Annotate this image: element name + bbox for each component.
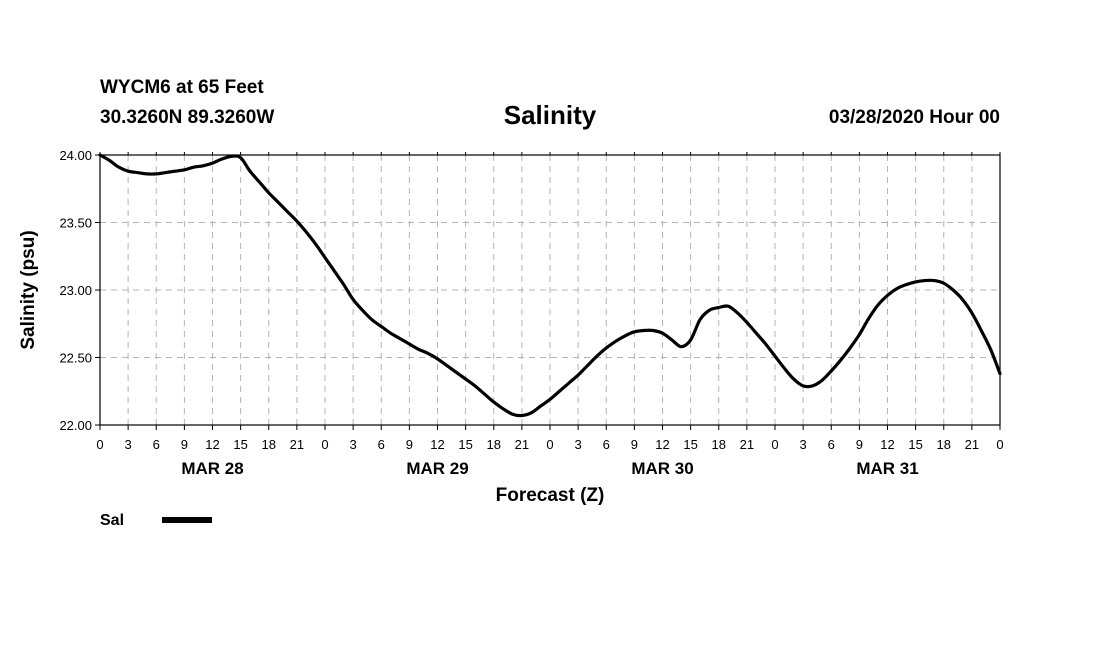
y-tick-label: 22.50 [59,351,92,366]
x-tick-label: 18 [487,437,501,452]
station-coords: 30.3260N 89.3260W [100,107,275,128]
x-tick-label: 0 [996,437,1003,452]
y-tick-label: 22.00 [59,418,92,433]
day-label: MAR 31 [856,459,918,478]
x-tick-label: 12 [655,437,669,452]
x-tick-label: 12 [880,437,894,452]
legend-label: Sal [100,512,124,529]
day-label: MAR 30 [631,459,693,478]
y-tick-label: 23.00 [59,283,92,298]
chart-title: Salinity [503,100,597,130]
x-tick-label: 0 [321,437,328,452]
x-tick-label: 9 [856,437,863,452]
x-tick-label: 21 [740,437,754,452]
y-tick-label: 24.00 [59,148,92,163]
x-tick-label: 9 [631,437,638,452]
x-axis-title: Forecast (Z) [496,485,605,506]
day-label: MAR 28 [181,459,243,478]
x-tick-label: 0 [96,437,103,452]
y-axis-title: Salinity (psu) [18,230,39,349]
x-tick-label: 3 [125,437,132,452]
x-tick-label: 18 [937,437,951,452]
x-tick-label: 21 [965,437,979,452]
x-tick-label: 21 [290,437,304,452]
y-tick-label: 23.50 [59,216,92,231]
x-tick-label: 6 [603,437,610,452]
x-tick-label: 6 [378,437,385,452]
x-tick-label: 0 [546,437,553,452]
day-label: MAR 29 [406,459,468,478]
x-tick-label: 15 [233,437,247,452]
x-tick-label: 15 [908,437,922,452]
series-line-sal [98,153,1002,418]
station-name: WYCM6 at 65 Feet [100,77,264,98]
x-tick-label: 9 [181,437,188,452]
x-tick-label: 3 [575,437,582,452]
x-tick-label: 9 [406,437,413,452]
x-tick-label: 12 [205,437,219,452]
x-tick-label: 0 [771,437,778,452]
x-tick-label: 18 [712,437,726,452]
x-tick-label: 3 [350,437,357,452]
x-tick-label: 21 [515,437,529,452]
x-tick-label: 12 [430,437,444,452]
x-tick-label: 3 [800,437,807,452]
x-tick-label: 6 [828,437,835,452]
x-tick-label: 15 [683,437,697,452]
x-tick-label: 18 [262,437,276,452]
forecast-run-time: 03/28/2020 Hour 00 [828,107,1000,128]
x-tick-label: 15 [458,437,472,452]
x-tick-label: 6 [153,437,160,452]
